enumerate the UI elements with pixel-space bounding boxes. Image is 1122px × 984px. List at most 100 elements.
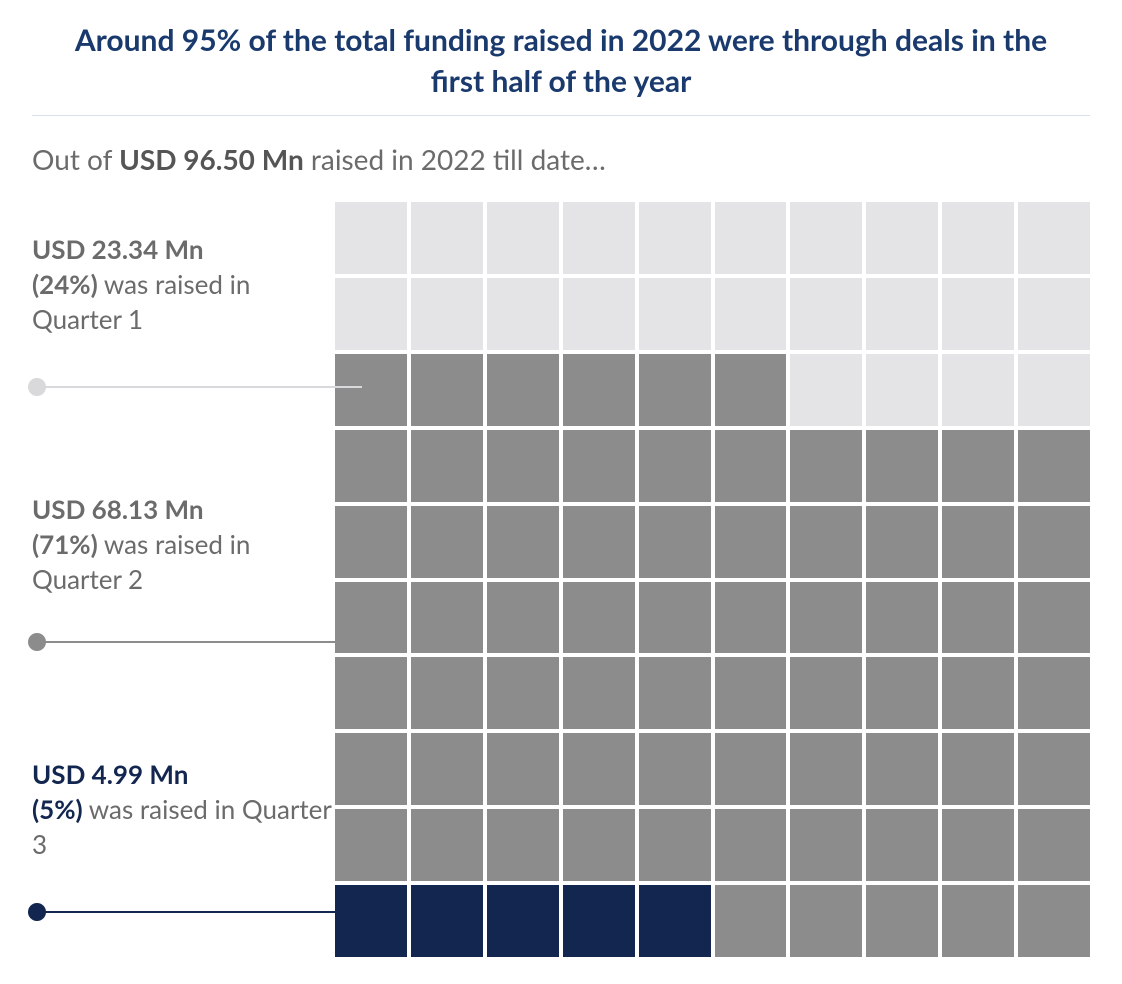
waffle-cell	[715, 202, 787, 274]
waffle-cell	[639, 809, 711, 881]
waffle-cell	[335, 278, 407, 350]
waffle-cell	[715, 278, 787, 350]
waffle-cell	[790, 809, 862, 881]
waffle-cell	[866, 657, 938, 729]
connector-q1	[32, 386, 342, 388]
waffle-cell	[639, 657, 711, 729]
waffle-cell	[563, 430, 635, 502]
subtitle-post: raised in 2022 till date…	[304, 142, 606, 176]
waffle-cell	[335, 733, 407, 805]
title-divider	[32, 115, 1090, 116]
waffle-cell	[1018, 202, 1090, 274]
waffle-cell	[1018, 657, 1090, 729]
connector-q2	[32, 641, 342, 643]
waffle-cell	[715, 657, 787, 729]
waffle-cell	[790, 582, 862, 654]
waffle-cell	[866, 733, 938, 805]
waffle-cell	[1018, 278, 1090, 350]
waffle-cell	[715, 733, 787, 805]
waffle-cell	[1018, 885, 1090, 957]
waffle-cell	[1018, 809, 1090, 881]
waffle-cell	[639, 885, 711, 957]
waffle-cell	[866, 354, 938, 426]
waffle-cell	[411, 809, 483, 881]
category-text-q1: USD 23.34 Mn (24%) was raised in Quarter…	[32, 232, 342, 337]
waffle-cell	[866, 885, 938, 957]
waffle-cell	[715, 506, 787, 578]
waffle-cell	[411, 278, 483, 350]
waffle-cell	[942, 430, 1014, 502]
waffle-cell	[487, 733, 559, 805]
waffle-cell	[487, 809, 559, 881]
waffle-cell	[563, 809, 635, 881]
waffle-cell	[487, 582, 559, 654]
waffle-cell	[715, 809, 787, 881]
waffle-cell	[335, 202, 407, 274]
waffle-cell	[563, 278, 635, 350]
category-text-q2: USD 68.13 Mn (71%) was raised in Quarter…	[32, 492, 342, 597]
subtitle-bold: USD 96.50 Mn	[119, 142, 304, 176]
category-percent-q2: (71%)	[32, 528, 98, 560]
waffle-cell	[790, 354, 862, 426]
category-percent-q1: (24%)	[32, 268, 98, 300]
waffle-cell	[866, 430, 938, 502]
waffle-cell	[790, 733, 862, 805]
chart-content: USD 23.34 Mn (24%) was raised in Quarter…	[32, 202, 1090, 957]
waffle-cell	[411, 430, 483, 502]
waffle-cell	[866, 278, 938, 350]
waffle-cell	[942, 885, 1014, 957]
category-amount-q2: USD 68.13 Mn	[32, 493, 204, 525]
waffle-cell	[487, 430, 559, 502]
waffle-cell	[790, 885, 862, 957]
waffle-cell	[335, 809, 407, 881]
waffle-cell	[942, 809, 1014, 881]
category-label-q2: USD 68.13 Mn (71%) was raised in Quarter…	[32, 492, 342, 597]
waffle-cell	[790, 202, 862, 274]
waffle-cell	[1018, 506, 1090, 578]
waffle-cell	[790, 506, 862, 578]
subtitle-pre: Out of	[32, 142, 119, 176]
chart-title: Around 95% of the total funding raised i…	[61, 20, 1061, 101]
waffle-cell	[1018, 430, 1090, 502]
waffle-cell	[639, 202, 711, 274]
waffle-cell	[335, 354, 407, 426]
waffle-cell	[335, 430, 407, 502]
category-label-q1: USD 23.34 Mn (24%) was raised in Quarter…	[32, 232, 342, 337]
waffle-cell	[411, 582, 483, 654]
connector-line-q1	[42, 386, 362, 388]
waffle-cell	[942, 278, 1014, 350]
waffle-cell	[715, 885, 787, 957]
category-text-q3: USD 4.99 Mn (5%) was raised in Quarter 3	[32, 757, 342, 862]
waffle-cell	[563, 657, 635, 729]
waffle-chart	[335, 202, 1090, 957]
waffle-cell	[790, 657, 862, 729]
waffle-cell	[639, 506, 711, 578]
waffle-cell	[639, 430, 711, 502]
connector-q3	[32, 911, 342, 913]
waffle-cell	[866, 506, 938, 578]
waffle-cell	[487, 278, 559, 350]
waffle-cell	[790, 278, 862, 350]
waffle-cell	[639, 278, 711, 350]
waffle-cell	[411, 202, 483, 274]
waffle-cell	[487, 202, 559, 274]
category-amount-q3: USD 4.99 Mn	[32, 758, 188, 790]
waffle-cell	[411, 733, 483, 805]
connector-line-q2	[42, 641, 362, 643]
waffle-cell	[942, 506, 1014, 578]
waffle-cell	[563, 885, 635, 957]
waffle-cell	[942, 202, 1014, 274]
waffle-cell	[411, 885, 483, 957]
waffle-cell	[866, 582, 938, 654]
waffle-cell	[942, 354, 1014, 426]
waffle-cell	[639, 582, 711, 654]
waffle-cell	[1018, 733, 1090, 805]
waffle-cell	[866, 202, 938, 274]
waffle-cell	[1018, 354, 1090, 426]
waffle-cell	[942, 582, 1014, 654]
waffle-cell	[335, 506, 407, 578]
waffle-cell	[790, 430, 862, 502]
category-amount-q1: USD 23.34 Mn	[32, 233, 204, 265]
waffle-cell	[487, 506, 559, 578]
category-percent-q3: (5%)	[32, 793, 83, 825]
